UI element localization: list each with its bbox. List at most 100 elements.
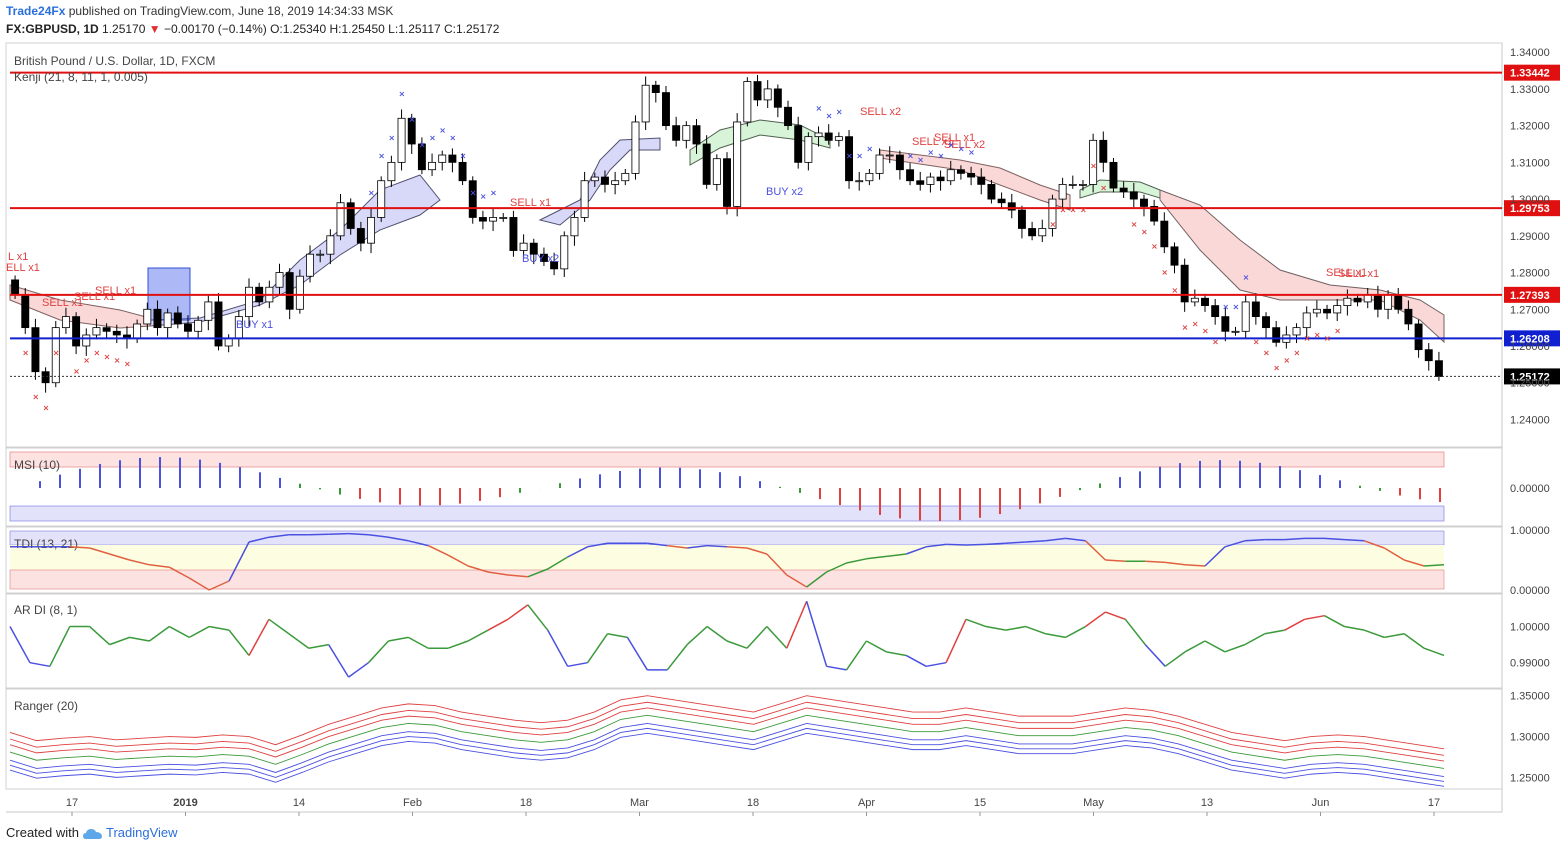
indicator-segment: [447, 554, 469, 567]
x-tick-label: Jun: [1312, 797, 1330, 809]
indicator-segment: [1084, 540, 1106, 561]
indicator-segment: [707, 544, 728, 548]
sell-cross-marker: ×: [1294, 349, 1301, 358]
indicator-segment: [447, 640, 469, 649]
sell-cross-marker: ×: [1171, 286, 1178, 295]
brand-name[interactable]: Trade24Fx: [6, 4, 66, 18]
y-tick-label: 1.26000: [1510, 341, 1550, 353]
sell-cross-marker: ×: [1182, 323, 1189, 332]
sub-pane-ticks: 1.00000 0.00000 1.00000 0.99000 1.35000 1.300…: [1510, 483, 1550, 784]
candle-body: [529, 242, 538, 255]
signal-annotations: L x1 ELL x1 SELL x1 SELL x1 SELL x1 BUY …: [6, 106, 1379, 331]
indicator-segment: [686, 625, 708, 646]
candle-body: [224, 338, 233, 347]
level-price-tag: [1504, 200, 1560, 217]
indicator-segment: [408, 540, 429, 547]
indicator-segment: [228, 629, 250, 656]
publish-info: Trade24Fx published on TradingView.com, …: [6, 4, 393, 18]
candle-body: [967, 172, 976, 178]
candle-body: [773, 88, 782, 108]
indicator-segment: [1124, 618, 1146, 646]
indicator-segment: [1324, 537, 1345, 541]
candle-body: [92, 327, 101, 336]
candle-body: [550, 261, 559, 270]
candle-body: [997, 198, 1006, 204]
y-ticks-group: 1.34000 1.33000 1.32000 1.31000 1.30000 1.290…: [1510, 47, 1550, 426]
sell-signal: ELL x1: [6, 262, 40, 274]
sell-cross-marker: ×: [1334, 327, 1341, 336]
candle-body: [1007, 202, 1016, 211]
indicator-segment: [547, 556, 569, 570]
sell-cross-marker: ×: [1131, 220, 1138, 229]
buy-cross-marker: ×: [927, 148, 934, 157]
indicator-segment: [1165, 561, 1186, 566]
candle-body: [1089, 139, 1098, 185]
level-price-tag: [1504, 368, 1560, 385]
indicator-segment: [826, 665, 847, 671]
last-price: 1.25170: [102, 22, 146, 36]
candle-body: [916, 180, 925, 185]
tradingview-link[interactable]: TradingView: [106, 825, 178, 840]
x-axis-ticks: 17 2019 14 Feb 18 Mar 18 Apr 15 May 13 Jun 17: [66, 797, 1440, 816]
buy-cross-marker: ×: [439, 126, 446, 135]
indicator-segment: [348, 532, 369, 536]
indicator-segment: [188, 625, 210, 639]
indicator-segment: [1204, 640, 1226, 653]
indicator-segment: [367, 640, 389, 664]
indicator-segment: [1105, 611, 1126, 621]
y-tick-label: 1.28000: [1510, 268, 1550, 280]
candle-body: [1140, 198, 1148, 207]
sell-signal: SELL x1: [1326, 267, 1367, 279]
candle-body: [61, 316, 70, 329]
msi-title: MSI (10): [14, 458, 60, 472]
indicator-segment: [1045, 633, 1066, 639]
indicator-segment: [507, 604, 529, 620]
indicator-segment: [766, 626, 788, 649]
buy-cross-marker: ×: [836, 108, 843, 117]
candle-body: [580, 180, 589, 218]
indicator-segment: [308, 643, 329, 649]
candle-body: [72, 316, 81, 347]
y-tick-label: 1.33000: [1510, 84, 1550, 96]
candle-body: [1353, 297, 1362, 303]
indicator-segment: [1025, 625, 1046, 635]
indicator-segment: [328, 644, 350, 678]
candle-body: [1434, 360, 1443, 377]
ranger-band-line: [9, 727, 1445, 782]
candle-body: [448, 154, 457, 163]
sell-cross-marker: ×: [1049, 220, 1056, 229]
msi-upper-band: [9, 451, 1445, 468]
candle-body: [977, 176, 986, 185]
indicator-segment: [945, 618, 967, 664]
x-tick-label: 13: [1201, 797, 1213, 809]
indicator-segment: [866, 640, 887, 653]
buy-cross-marker: ×: [378, 152, 385, 161]
sell-cross-marker: ×: [1090, 161, 1097, 170]
indicator-segment: [886, 651, 907, 657]
indicator-segment: [666, 644, 688, 671]
indicator-segment: [926, 661, 947, 668]
y-tick-label: 1.31000: [1510, 157, 1550, 169]
buy-cross-marker: ×: [460, 152, 467, 161]
candle-body: [499, 217, 508, 219]
indicator-segment: [567, 661, 588, 668]
indicator-segment: [188, 577, 210, 591]
candle-body: [1099, 139, 1108, 163]
indicator-segment: [1145, 560, 1166, 564]
candle-body: [428, 161, 437, 171]
indicator-segment: [1284, 537, 1305, 541]
indicator-segment: [248, 536, 270, 543]
indicator-segment: [1264, 629, 1285, 635]
level-price-label: 1.33442: [1510, 68, 1550, 80]
sell-cross-marker: ×: [53, 349, 60, 358]
candle-body: [662, 92, 670, 127]
kenji-cloud-red-3: [1159, 189, 1445, 344]
candle-body: [1170, 246, 1179, 266]
buy-cross-marker: ×: [846, 152, 853, 161]
candle-body: [82, 334, 91, 347]
symbol-line: FX:GBPUSD, 1D 1.25170 ▼ −0.00170 (−0.14%…: [6, 22, 499, 36]
buy-cross-marker: ×: [1243, 273, 1250, 282]
sell-signal: SELL x1: [42, 297, 83, 309]
x-tick-label: 17: [66, 797, 78, 809]
